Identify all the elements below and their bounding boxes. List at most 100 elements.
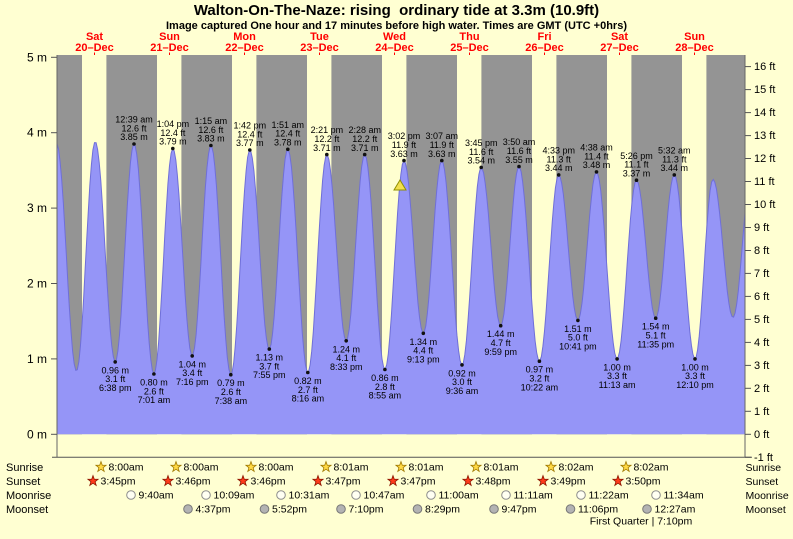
astro-row-label-right: Sunrise <box>746 462 782 474</box>
tide-area <box>57 142 745 435</box>
y-axis-left-label: 1 m <box>27 352 47 366</box>
low-tide-m: 1.13 m <box>255 353 283 363</box>
y-axis-left-label: 2 m <box>27 277 47 291</box>
low-tide-ft: 5.1 ft <box>646 330 667 340</box>
moonrise-icon <box>276 490 286 500</box>
high-tide-ft: 12.4 ft <box>275 129 301 139</box>
low-tide-dot <box>615 357 619 361</box>
high-tide-dot <box>402 158 406 163</box>
astro-row-label-left: Moonset <box>6 504 48 516</box>
low-tide-ft: 2.7 ft <box>298 385 319 395</box>
astro-time: 3:48pm <box>476 476 511 488</box>
high-tide-m: 3.55 m <box>505 155 533 165</box>
high-tide-m: 3.83 m <box>197 134 225 144</box>
high-tide-ft: 11.6 ft <box>469 147 494 157</box>
astro-time: 11:34am <box>664 490 704 502</box>
high-tide-time: 4:38 am <box>580 143 613 153</box>
low-tide-m: 0.82 m <box>294 376 322 386</box>
sunrise-icon <box>619 460 633 473</box>
high-tide-ft: 11.1 ft <box>624 160 649 170</box>
high-tide-time: 3:02 pm <box>388 131 421 141</box>
sunrise-icon <box>394 460 408 473</box>
low-tide-dot <box>653 316 658 321</box>
low-tide-ft: 2.6 ft <box>144 386 165 396</box>
low-tide-time: 7:38 am <box>215 396 248 406</box>
astro-row-label-left: Sunrise <box>6 462 43 474</box>
y-axis-right-label: 7 ft <box>754 268 769 280</box>
sunset-icon <box>611 474 625 487</box>
low-tide-time: 11:13 am <box>599 380 636 390</box>
moonset-icon <box>336 504 346 514</box>
high-tide-ft: 12.2 ft <box>314 134 340 144</box>
high-tide-time: 1:51 am <box>272 120 305 130</box>
low-tide-time: 7:55 pm <box>253 370 286 380</box>
high-tide-dot <box>248 148 252 152</box>
day-date-label: 26–Dec <box>525 42 564 54</box>
moonrise-icon <box>501 490 511 500</box>
day-name-label: Thu <box>459 31 479 43</box>
low-tide-time: 8:55 am <box>369 391 402 401</box>
low-tide-time: 9:59 pm <box>484 347 517 357</box>
high-tide-m: 3.44 m <box>545 163 573 173</box>
high-tide-m: 3.77 m <box>236 138 264 148</box>
day-date-label: 21–Dec <box>150 42 189 54</box>
astro-time: 4:37pm <box>196 504 231 516</box>
high-tide-ft: 12.6 ft <box>122 123 148 133</box>
astro-time: 8:02am <box>634 462 669 474</box>
y-axis-right-label: 14 ft <box>754 107 775 119</box>
astro-time: 10:31am <box>289 490 330 502</box>
astro-time: 8:01am <box>409 462 444 474</box>
low-tide-m: 1.00 m <box>603 362 631 372</box>
y-axis-right-label: 8 ft <box>754 245 769 257</box>
sunset-icon <box>536 474 550 487</box>
y-axis-right-label: 3 ft <box>754 360 769 372</box>
day-date-label: 24–Dec <box>375 42 414 54</box>
astro-time: 11:00am <box>439 490 479 502</box>
day-name-label: Sat <box>86 31 103 43</box>
high-tide-time: 4:33 pm <box>542 146 575 156</box>
y-axis-right-label: 11 ft <box>754 176 775 188</box>
sunrise-icon <box>544 460 558 473</box>
low-tide-time: 8:16 am <box>292 394 325 404</box>
y-axis-left-label: 4 m <box>27 126 47 140</box>
low-tide-dot <box>306 370 310 375</box>
low-tide-ft: 5.0 ft <box>568 333 589 343</box>
astro-time: 3:45pm <box>101 476 136 488</box>
y-axis-left-label: 0 m <box>27 427 47 441</box>
day-name-label: Mon <box>233 31 256 43</box>
page-subtitle: Image captured One hour and 17 minutes b… <box>166 20 627 32</box>
low-tide-ft: 4.4 ft <box>413 346 434 356</box>
astro-row-label-right: Moonset <box>746 504 786 516</box>
low-tide-dot <box>383 367 387 372</box>
y-axis-right-label: 2 ft <box>754 383 769 395</box>
high-tide-ft: 11.3 ft <box>662 154 687 164</box>
day-date-label: 25–Dec <box>450 42 489 54</box>
low-tide-time: 12:10 pm <box>676 380 714 390</box>
high-tide-time: 12:39 am <box>115 115 153 125</box>
high-tide-m: 3.79 m <box>159 137 187 147</box>
high-tide-dot <box>132 142 136 146</box>
low-tide-dot <box>113 360 117 364</box>
high-tide-m: 3.78 m <box>274 137 302 147</box>
astro-time: 7:10pm <box>349 504 384 516</box>
high-tide-ft: 12.2 ft <box>352 134 378 144</box>
moonset-icon <box>642 504 652 514</box>
high-tide-m: 3.85 m <box>120 132 148 142</box>
low-tide-dot <box>693 357 697 361</box>
astro-time: 10:47am <box>364 490 405 502</box>
y-axis-right-label: 4 ft <box>754 337 769 349</box>
high-tide-dot <box>479 165 484 170</box>
moonrise-icon <box>576 490 586 500</box>
astro-time: 8:00am <box>109 462 144 474</box>
low-tide-m: 1.24 m <box>332 344 360 354</box>
sunset-icon <box>311 474 325 487</box>
low-tide-time: 10:22 am <box>521 382 559 392</box>
moonset-icon <box>412 504 423 514</box>
low-tide-time: 7:01 am <box>138 395 171 405</box>
moonrise-icon <box>651 490 661 500</box>
low-tide-ft: 4.1 ft <box>336 353 357 363</box>
low-tide-ft: 4.7 ft <box>491 338 512 348</box>
first-quarter-footnote: First Quarter | 7:10pm <box>590 516 693 528</box>
low-tide-m: 1.00 m <box>681 362 709 372</box>
high-tide-time: 5:32 am <box>658 146 691 156</box>
